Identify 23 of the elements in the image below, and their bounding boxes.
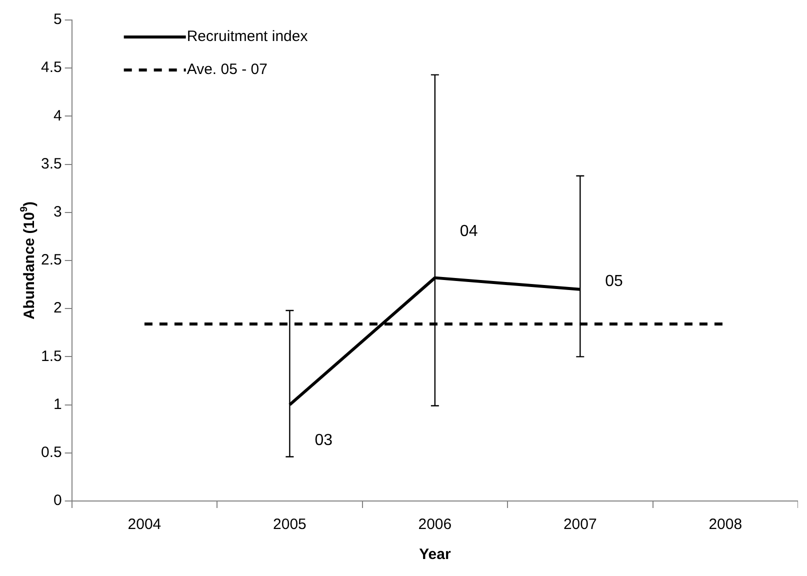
y-tick-label: 2.5 — [40, 252, 62, 269]
x-axis-title: Year — [419, 546, 451, 564]
x-tick-label: 2007 — [563, 516, 597, 534]
y-tick-label: 0.5 — [40, 444, 62, 462]
x-tick-label: 2006 — [418, 516, 452, 534]
y-tick-label: 3 — [54, 204, 62, 221]
y-tick-label: 0 — [54, 492, 62, 510]
y-axis-title: Abundance (109) — [18, 201, 38, 320]
x-tick-label: 2008 — [708, 516, 742, 534]
y-tick-label: 2 — [54, 300, 62, 317]
annotation: 05 — [605, 273, 624, 290]
x-tick-label: 2005 — [273, 516, 306, 534]
legend-label: Ave. 05 - 07 — [186, 61, 268, 78]
y-tick-label: 5 — [54, 11, 62, 28]
legend-label: Recruitment index — [186, 28, 308, 46]
y-tick-label: 1.5 — [40, 348, 62, 365]
annotation: 04 — [460, 223, 478, 240]
annotation: 03 — [314, 432, 333, 449]
y-tick-label: 3.5 — [40, 155, 62, 172]
y-tick-label: 4 — [54, 107, 62, 124]
y-tick-label: 4.5 — [40, 59, 62, 76]
y-tick-label: 1 — [54, 396, 62, 413]
x-tick-label: 2004 — [128, 516, 162, 534]
